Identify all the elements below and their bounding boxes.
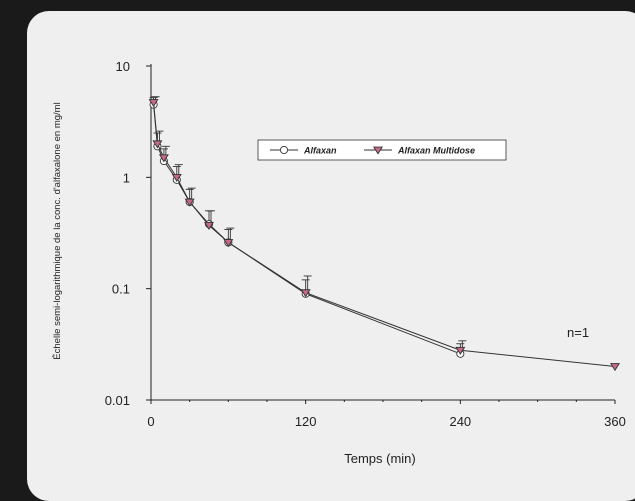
chart: 10 1 0.1 0.01 0 120 240 360 Alfaxan Alfaxan Mult… bbox=[52, 59, 626, 466]
x-tick-label-1: 120 bbox=[295, 414, 317, 429]
series-0 bbox=[149, 97, 465, 358]
legend-label-1: Alfaxan Multidose bbox=[397, 146, 475, 156]
data-point-1-2 bbox=[158, 154, 169, 163]
data-point-1-9 bbox=[609, 363, 621, 372]
x-tick-label-2: 240 bbox=[449, 414, 471, 429]
data-point-1-1 bbox=[152, 140, 163, 149]
data-point-1-0 bbox=[148, 99, 159, 108]
data-point-1-3 bbox=[171, 173, 182, 182]
legend-label-0: Alfaxan bbox=[303, 146, 337, 156]
y-tick-label-3: 0.01 bbox=[105, 393, 130, 408]
series-layer bbox=[148, 96, 621, 372]
sample-size-annotation: n=1 bbox=[567, 325, 589, 340]
x-axis-title: Temps (min) bbox=[344, 451, 416, 466]
series-line-1 bbox=[153, 102, 616, 367]
data-point-1-7 bbox=[300, 289, 311, 298]
y-axis-title: Échelle semi-logarithmique de la conc. d… bbox=[52, 102, 63, 359]
y-tick-label-2: 0.1 bbox=[112, 282, 130, 297]
y-tick-label-0: 10 bbox=[116, 59, 130, 74]
series-1 bbox=[148, 96, 621, 372]
data-point-1-8 bbox=[455, 346, 466, 355]
data-point-1-6 bbox=[223, 239, 234, 248]
legend-marker-1 bbox=[372, 146, 384, 155]
x-tick-label-0: 0 bbox=[147, 414, 154, 429]
legend-marker-0 bbox=[279, 145, 289, 155]
axes: 10 1 0.1 0.01 0 120 240 360 bbox=[105, 59, 626, 429]
data-point-1-5 bbox=[203, 222, 215, 231]
data-point-1-4 bbox=[184, 198, 195, 207]
y-tick-label-1: 1 bbox=[123, 170, 130, 185]
legend: Alfaxan Alfaxan Multidose bbox=[257, 139, 507, 161]
x-tick-label-3: 360 bbox=[604, 414, 626, 429]
chart-panel: 10 1 0.1 0.01 0 120 240 360 Alfaxan Alfaxan Mult… bbox=[27, 11, 635, 501]
